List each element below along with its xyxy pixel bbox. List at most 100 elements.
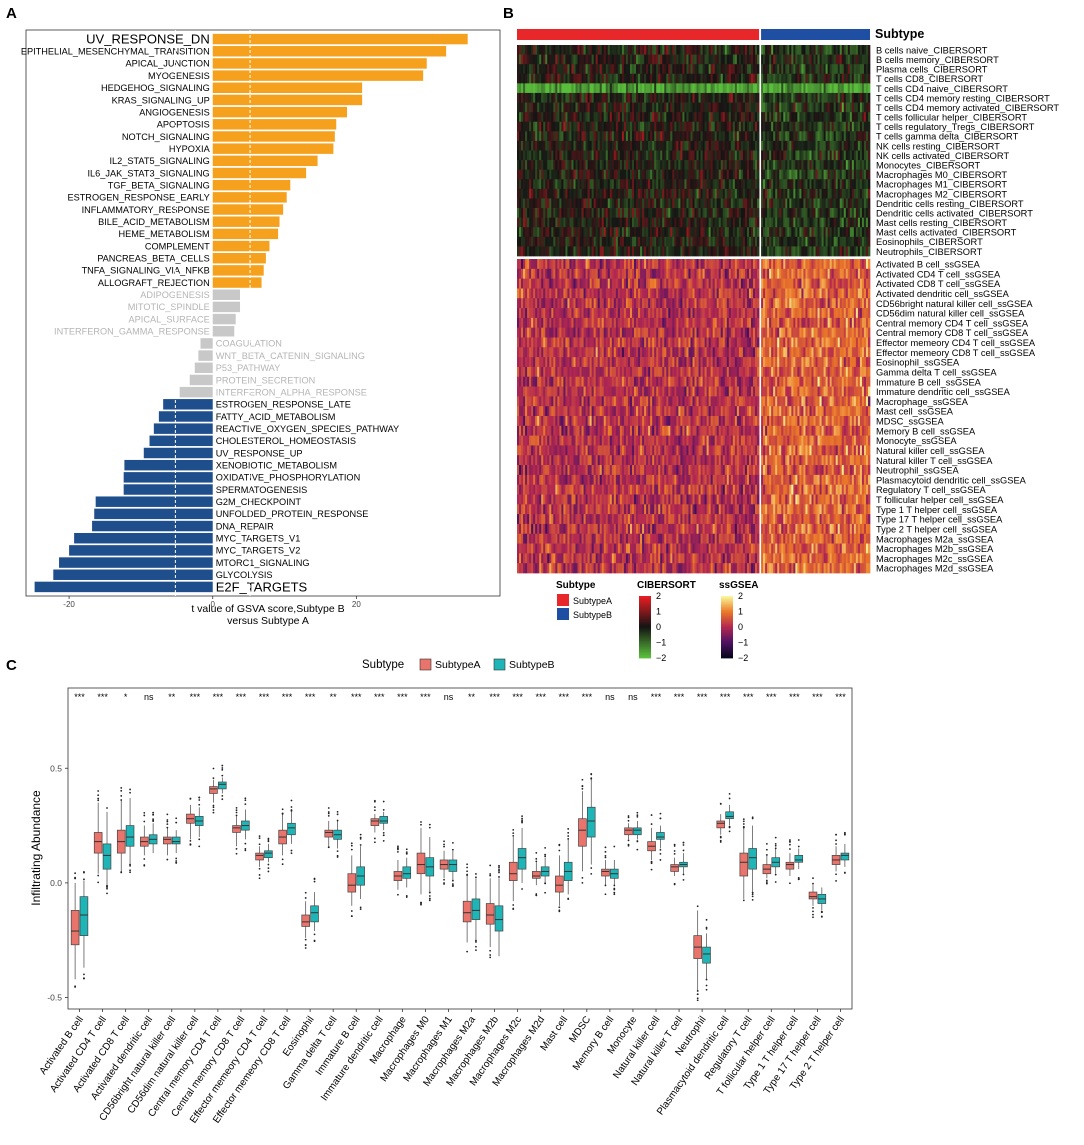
cibersort-cell: [801, 169, 804, 180]
cibersort-cell: [533, 54, 536, 65]
cibersort-cell: [738, 140, 742, 151]
cibersort-cell: [781, 160, 784, 171]
ssgsea-cell: [807, 288, 810, 299]
ssgsea-cell: [712, 278, 716, 289]
ssgsea-cell: [704, 288, 707, 299]
cibersort-cell: [601, 140, 605, 151]
ssgsea-cell: [700, 298, 703, 309]
cibersort-cell: [746, 131, 750, 142]
ssgsea-cell: [627, 298, 631, 309]
cibersort-cell: [805, 121, 808, 132]
cibersort-cell: [541, 208, 544, 218]
cibersort-cell: [720, 83, 724, 94]
cibersort-cell: [841, 217, 845, 228]
cibersort-cell: [656, 92, 659, 103]
cibersort-cell: [787, 208, 790, 218]
cibersort-cell: [680, 169, 683, 180]
cibersort-cell: [551, 64, 554, 75]
cibersort-cell: [563, 112, 566, 123]
cibersort-cell: [587, 64, 590, 75]
cibersort-cell: [684, 131, 687, 142]
cibersort-cell: [658, 217, 661, 228]
ssgsea-cell: [676, 308, 679, 319]
bar: [200, 338, 213, 349]
cibersort-cell: [597, 179, 601, 190]
cibersort-cell: [734, 140, 738, 151]
cibersort-cell: [686, 227, 689, 238]
cibersort-cell: [668, 160, 671, 171]
cibersort-cell: [531, 217, 534, 228]
cibersort-cell: [748, 131, 752, 142]
ssgsea-cell: [607, 298, 611, 309]
cibersort-cell: [712, 54, 716, 65]
cibersort-cell: [543, 169, 546, 180]
bar-label: UV_RESPONSE_DN: [86, 32, 210, 47]
cibersort-cell: [789, 121, 792, 132]
cibersort-cell: [553, 131, 556, 142]
cibersort-cell: [684, 121, 687, 132]
ssgsea-cell: [694, 288, 697, 299]
cibersort-cell: [688, 73, 691, 84]
bar-label: PANCREAS_BETA_CELLS: [97, 254, 210, 264]
cibersort-cell: [623, 150, 627, 161]
ssgsea-cell: [738, 298, 742, 309]
cibersort-cell: [517, 73, 520, 84]
ssgsea-cell: [744, 278, 748, 289]
cibersort-cell: [837, 160, 841, 171]
ssgsea-cell: [609, 288, 613, 299]
cibersort-cell: [587, 236, 590, 247]
cibersort-cell: [761, 102, 764, 113]
cibersort-cell: [771, 83, 774, 94]
ssgsea-cell: [797, 278, 800, 289]
cibersort-cell: [702, 121, 705, 132]
cibersort-cell: [718, 169, 722, 180]
cibersort-cell: [595, 54, 599, 65]
ssgsea-cell: [551, 259, 554, 270]
cibersort-cell: [636, 198, 639, 209]
cibersort-cell: [714, 179, 718, 190]
cibersort-cell: [708, 54, 712, 65]
ssgsea-cell: [525, 259, 528, 270]
cibersort-cell: [744, 121, 748, 132]
cibersort-cell: [668, 54, 671, 65]
cibersort-cell: [857, 112, 861, 123]
cibersort-cell: [640, 73, 643, 84]
ssgsea-cell: [656, 278, 659, 289]
ssgsea-cell: [781, 259, 784, 270]
cibersort-cell: [672, 217, 675, 228]
cibersort-cell: [765, 131, 768, 142]
ssgsea-cell: [565, 259, 568, 270]
cibersort-cell: [583, 73, 586, 84]
cibersort-cell: [823, 92, 826, 103]
cibersort-cell: [799, 208, 802, 218]
cibersort-cell: [740, 188, 744, 199]
ssgsea-cell: [642, 298, 645, 309]
cibersort-cell: [690, 227, 693, 238]
ssgsea-cell: [531, 298, 534, 309]
cibersort-cell: [627, 45, 631, 55]
cibersort-cell: [722, 112, 726, 123]
cibersort-cell: [571, 169, 574, 180]
cibersort-cell: [642, 217, 645, 228]
cibersort-cell: [599, 73, 603, 84]
cibersort-cell: [797, 64, 800, 75]
cibersort-cell: [763, 64, 766, 75]
cibersort-cell: [859, 140, 863, 151]
ssgsea-cell: [700, 308, 703, 319]
x-tick-label: 20: [352, 600, 361, 609]
cibersort-cell: [684, 227, 687, 238]
cibersort-cell: [793, 198, 796, 209]
cibersort-cell: [851, 121, 855, 132]
cibersort-cell: [575, 45, 578, 55]
cibersort-cell: [857, 131, 861, 142]
cibersort-cell: [738, 54, 742, 65]
cibersort-cell: [763, 160, 766, 171]
cibersort-cell: [706, 102, 709, 113]
cibersort-cell: [587, 150, 590, 161]
cibersort-cell: [708, 160, 712, 171]
cibersort-cell: [565, 169, 568, 180]
cibersort-cell: [623, 246, 627, 257]
cibersort-cell: [746, 45, 750, 55]
cibersort-cell: [847, 208, 851, 218]
cibersort-cell: [714, 64, 718, 75]
